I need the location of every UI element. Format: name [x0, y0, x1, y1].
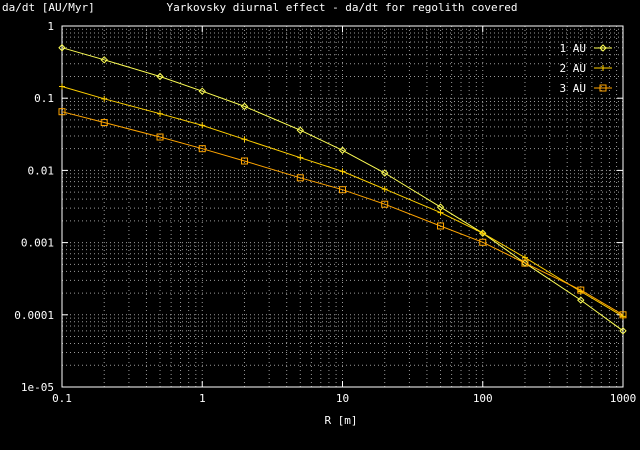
data-point: [381, 186, 388, 193]
data-point: [577, 286, 585, 294]
data-point: [240, 102, 249, 111]
data-point: [198, 145, 206, 153]
data-point: [479, 230, 486, 237]
legend-label: 3 AU: [560, 82, 587, 95]
legend-label: 1 AU: [560, 42, 587, 55]
legend-label: 2 AU: [560, 62, 587, 75]
data-point: [59, 83, 65, 90]
data-point: [297, 154, 304, 161]
data-point: [600, 65, 606, 71]
data-point: [479, 238, 487, 246]
data-point: [198, 87, 206, 95]
data-point: [437, 222, 445, 230]
x-tick-label: 100: [473, 392, 493, 405]
data-point: [58, 44, 66, 52]
ticks: 0.1 1 10 100 1000 1e-05 0.0001 0.001 0.01 0.1 1: [14, 20, 636, 405]
data-point: [100, 56, 108, 64]
y-tick-label: 0.001: [21, 237, 54, 250]
data-point: [619, 327, 627, 335]
x-tick-label: 1: [199, 392, 206, 405]
data-point: [599, 84, 607, 92]
series-line: [61, 111, 624, 316]
y-tick-label: 0.01: [28, 164, 55, 177]
data-point: [157, 110, 164, 117]
x-tick-label: 0.1: [52, 392, 72, 405]
y-tick-label: 1: [47, 20, 54, 33]
data-point: [58, 108, 66, 116]
data-point: [338, 146, 347, 154]
data-point: [381, 169, 389, 177]
grid: [62, 26, 623, 387]
y-tick-label: 0.0001: [14, 309, 54, 322]
legend: 1 AU 2 AU 3 AU: [560, 42, 612, 95]
y-tick-label: 1e-05: [21, 381, 54, 394]
data-point: [199, 122, 206, 129]
data-point: [100, 119, 108, 127]
data-point: [381, 200, 389, 208]
data-point: [296, 126, 304, 134]
data-point: [339, 186, 346, 194]
y-tick-label: 0.1: [34, 92, 54, 105]
data-point: [240, 157, 248, 165]
data-point: [101, 95, 108, 102]
data-point: [521, 254, 528, 261]
data-point: [296, 174, 304, 182]
data-point: [339, 168, 346, 175]
x-axis-label: R [m]: [324, 414, 357, 427]
series-2: [59, 83, 626, 320]
data-point: [599, 44, 607, 52]
series-layer: [58, 44, 627, 335]
chart-title: Yarkovsky diurnal effect - da/dt for reg…: [167, 1, 518, 14]
x-tick-label: 1000: [610, 392, 637, 405]
series-3: [58, 108, 627, 319]
data-point: [521, 259, 529, 267]
y-axis-label: da/dt [AU/Myr]: [2, 1, 95, 14]
data-point: [156, 133, 164, 141]
data-point: [619, 311, 627, 319]
data-point: [577, 296, 585, 304]
data-point: [241, 136, 248, 143]
data-point: [437, 209, 444, 216]
x-tick-label: 10: [336, 392, 349, 405]
data-point: [156, 72, 164, 81]
